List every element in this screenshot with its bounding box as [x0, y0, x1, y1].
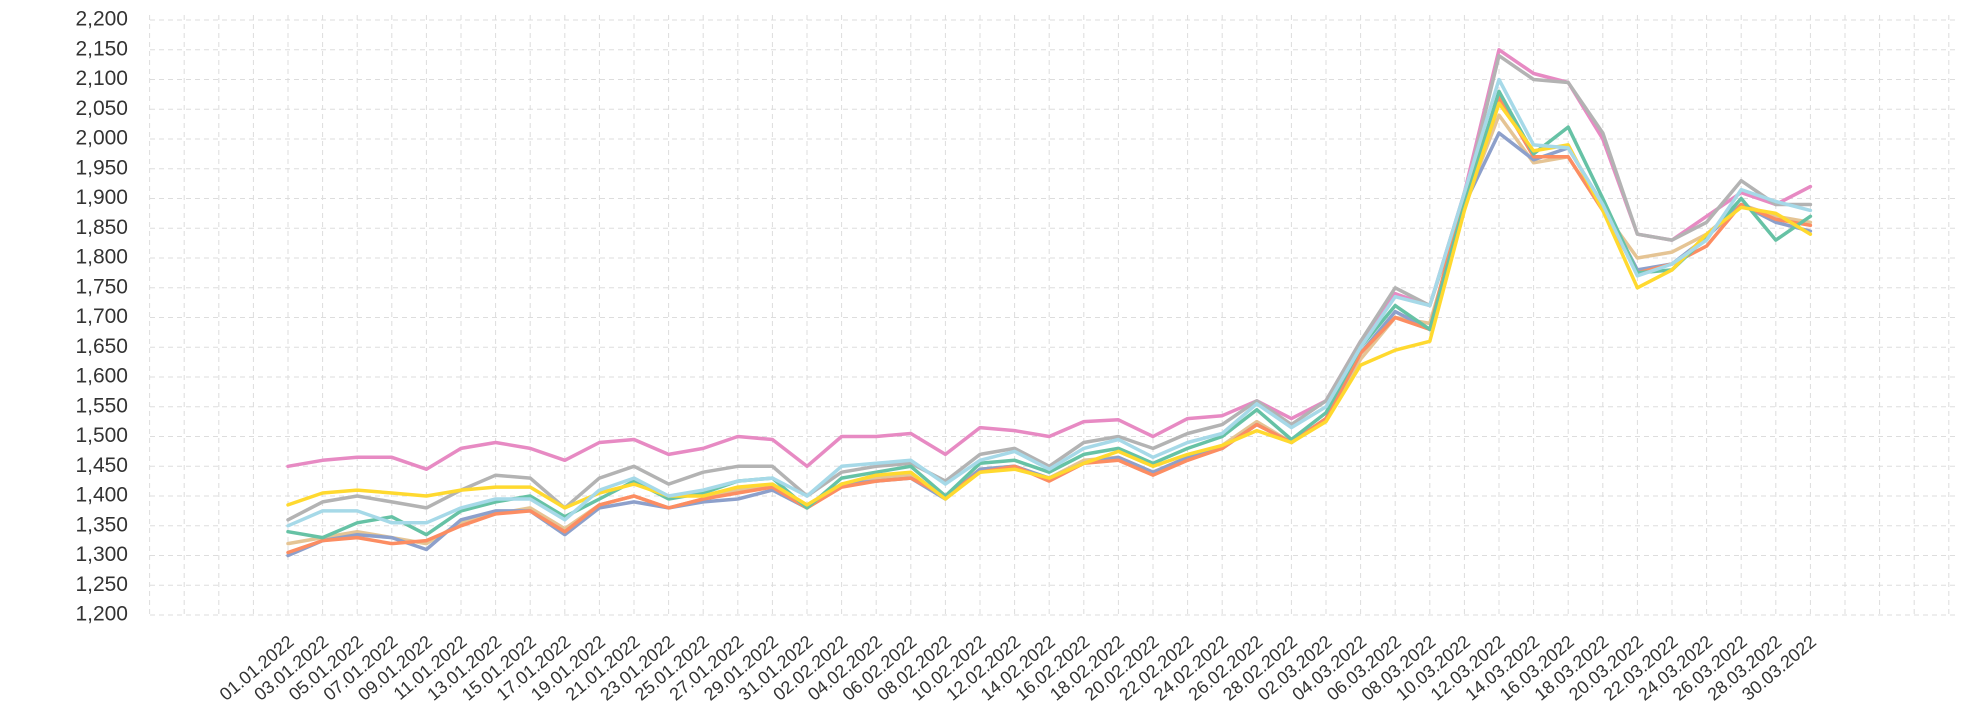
y-tick-label: 1,200 — [75, 603, 128, 626]
y-tick-label: 1,950 — [75, 156, 128, 179]
y-tick-label: 1,450 — [75, 454, 128, 477]
y-tick-label: 1,300 — [75, 543, 128, 566]
y-tick-label: 1,350 — [75, 513, 128, 536]
series-line — [286, 48, 1813, 471]
y-tick-label: 1,400 — [75, 484, 128, 507]
series-line — [286, 77, 1813, 528]
y-tick-label: 1,500 — [75, 424, 128, 447]
y-tick-label: 1,650 — [75, 335, 128, 358]
y-tick-label: 2,000 — [75, 127, 128, 150]
y-tick-label: 2,050 — [75, 97, 128, 120]
series-line — [286, 89, 1813, 540]
y-tick-label: 1,250 — [75, 573, 128, 596]
y-tick-label: 2,150 — [75, 37, 128, 60]
y-tick-label: 2,200 — [75, 8, 128, 31]
y-tick-label: 1,700 — [75, 305, 128, 328]
y-tick-label: 1,550 — [75, 394, 128, 417]
y-tick-label: 1,900 — [75, 186, 128, 209]
y-tick-label: 2,100 — [75, 67, 128, 90]
y-tick-label: 1,800 — [75, 246, 128, 269]
y-tick-label: 1,850 — [75, 216, 128, 239]
series-line — [286, 95, 1813, 555]
y-tick-label: 1,600 — [75, 365, 128, 388]
series-line — [286, 53, 1813, 522]
y-tick-label: 1,750 — [75, 275, 128, 298]
